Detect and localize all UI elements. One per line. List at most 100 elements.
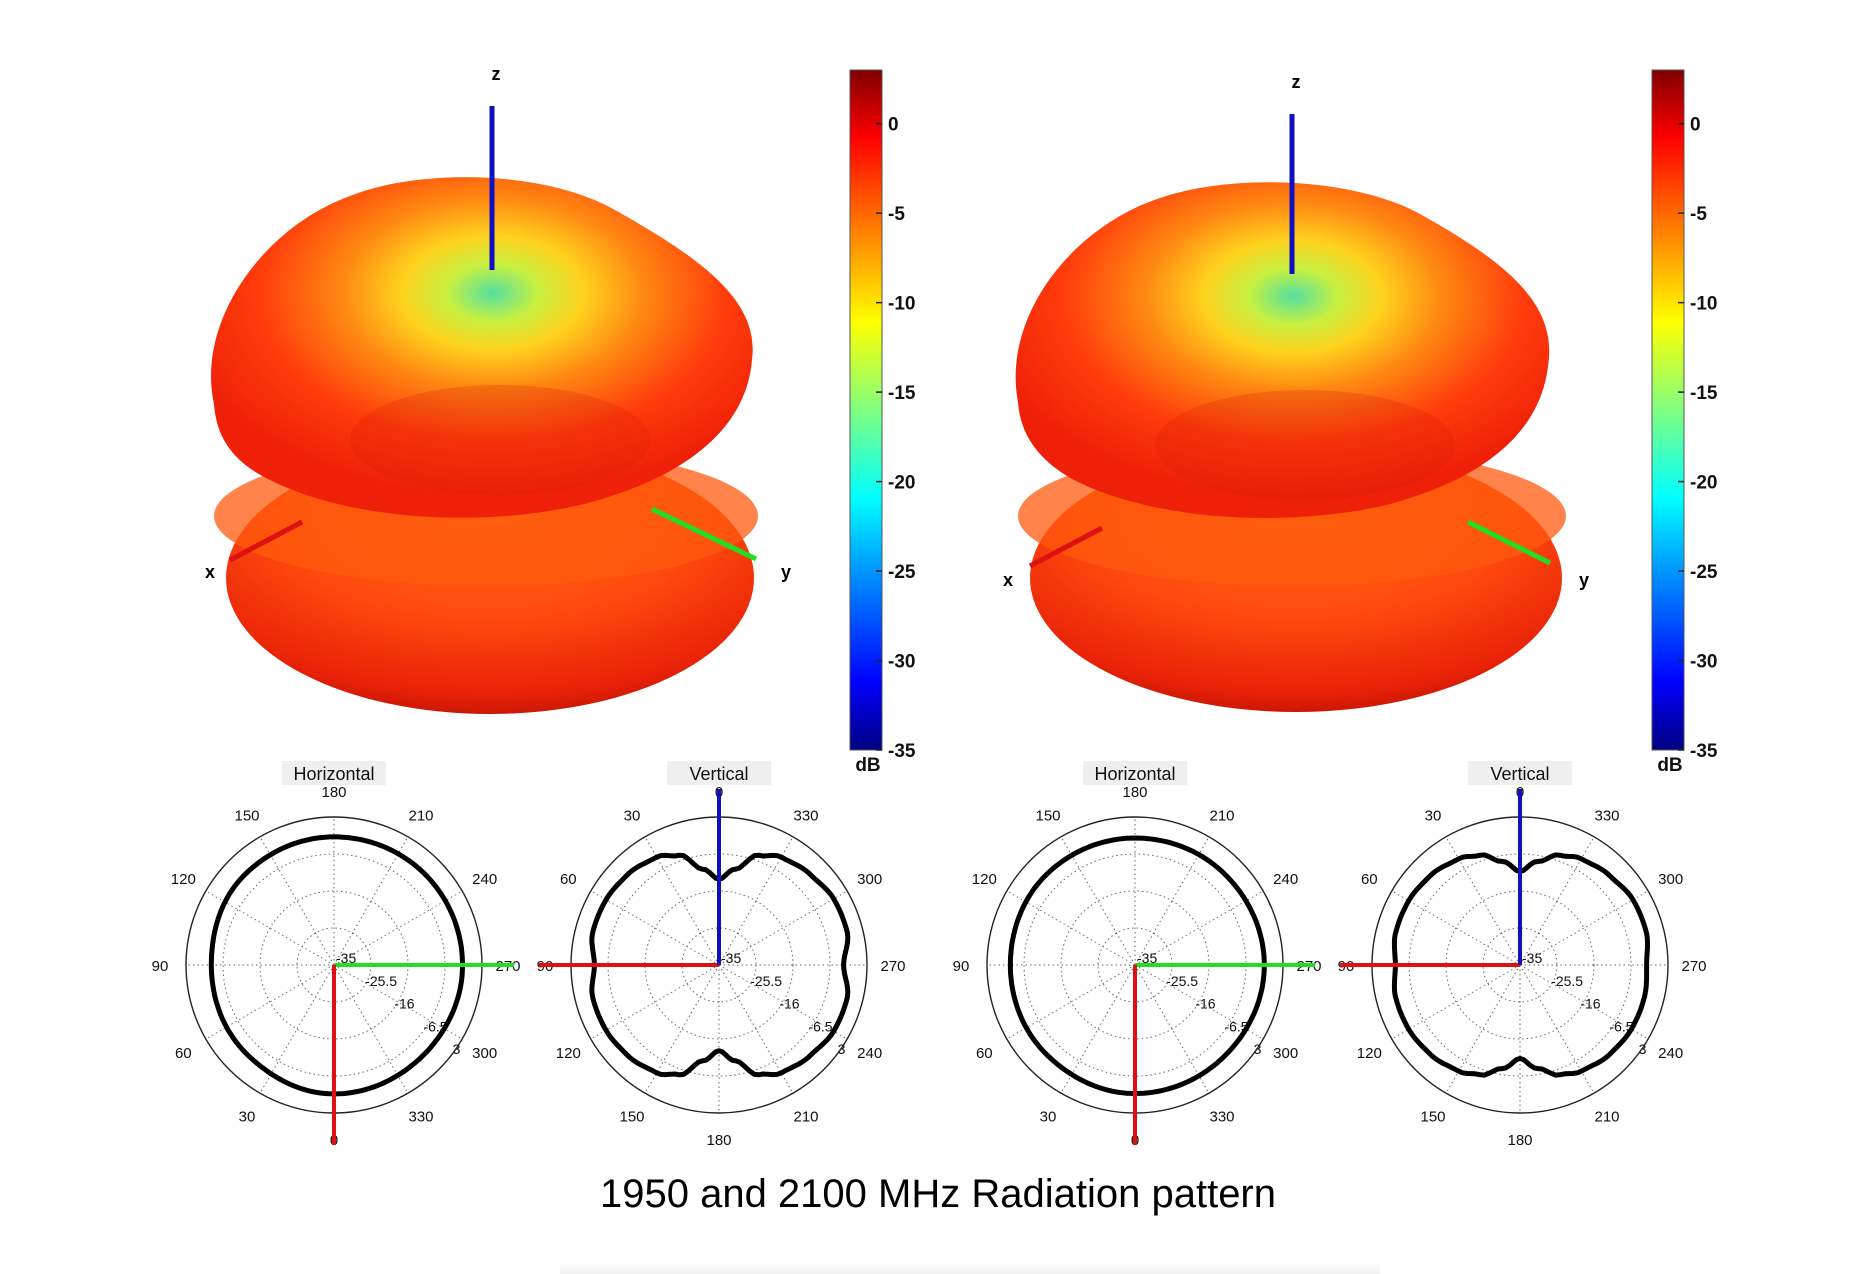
polar-grid-spoke — [333, 836, 409, 966]
polar-angle-label: 300 — [472, 1045, 497, 1062]
polar-angle-label: 240 — [1273, 871, 1298, 888]
polar-angle-label: 210 — [1209, 807, 1234, 824]
colorbar-tick-label: 0 — [1690, 115, 1701, 136]
x-axis — [1028, 525, 1104, 569]
polar-angle-label: 240 — [1658, 1045, 1683, 1062]
y-label: y — [781, 562, 791, 582]
y-label: y — [1579, 570, 1589, 590]
polar-radial-label: -16 — [1195, 996, 1215, 1012]
colorbar-gradient — [1652, 70, 1684, 750]
colorbar-tick-label: -25 — [888, 562, 916, 583]
polar-pattern-curve — [208, 834, 465, 1097]
polar-radial-label: -6.5 — [808, 1018, 832, 1034]
colorbar-frame — [849, 69, 883, 751]
polar-angle-label: 300 — [1273, 1045, 1298, 1062]
polar-angle-label: 180 — [706, 1132, 731, 1149]
polar-title: Horizontal — [1094, 764, 1175, 784]
polar-radial-label: -25.5 — [1166, 973, 1198, 989]
polar-radial-label: -35 — [1137, 950, 1157, 966]
pattern3d-left: z x y — [205, 64, 791, 714]
colorbar-gradient — [850, 70, 882, 750]
lobe-upper — [211, 177, 753, 518]
polar-angle-label: 120 — [171, 871, 196, 888]
colorbar-tick-label: -25 — [1690, 562, 1718, 583]
polar-horizontal-2100: Horizontal180150120906030033030027024021… — [953, 761, 1322, 1149]
colorbar-frame — [1651, 69, 1685, 751]
polar-angle-label: 240 — [472, 871, 497, 888]
polar-radial-label: -16 — [779, 996, 799, 1012]
polar-radial-label: -35 — [336, 950, 356, 966]
polar-title-bg — [282, 761, 386, 785]
polar-angle-label: 240 — [857, 1045, 882, 1062]
polar-vertical-1950: Vertical0330300270240210180150120906030-… — [537, 761, 906, 1149]
colorbar-tick-label: -20 — [1690, 473, 1717, 494]
polar-angle-label: 120 — [972, 871, 997, 888]
colorbar-unit-label: dB — [1657, 755, 1682, 776]
polar-pattern-curve — [1391, 852, 1650, 1078]
colorbar-tick-label: -5 — [888, 204, 905, 225]
colorbar-right: 0 -5 -10 -15 -20 -25 -30 -35 dB — [1651, 69, 1718, 776]
polar-angle-label: 300 — [1658, 871, 1683, 888]
colorbar-unit-label: dB — [855, 755, 880, 776]
colorbar-tick-label: -30 — [888, 652, 915, 673]
polar-angle-label: 300 — [857, 871, 882, 888]
polar-angle-label: 30 — [239, 1109, 256, 1126]
colorbar-tick-label: -15 — [888, 383, 916, 404]
polar-angle-label: 60 — [976, 1045, 993, 1062]
colorbar-tick-label: -5 — [1690, 204, 1707, 225]
polar-radial-label: -25.5 — [365, 973, 397, 989]
polar-angle-label: 30 — [1040, 1109, 1057, 1126]
polar-angle-label: 330 — [793, 807, 818, 824]
bottom-shade — [560, 1262, 1380, 1274]
z-label: z — [1292, 72, 1301, 92]
polar-angle-label: 210 — [408, 807, 433, 824]
colorbar-tick-label: -10 — [888, 294, 915, 315]
polar-angle-label: 60 — [1361, 871, 1378, 888]
polar-angle-label: 60 — [560, 871, 577, 888]
polar-angle-label: 30 — [624, 807, 641, 824]
polar-angle-label: 90 — [953, 958, 970, 975]
z-label: z — [492, 64, 501, 84]
polar-title-bg — [667, 761, 771, 785]
polar-radial-label: -16 — [394, 996, 414, 1012]
colorbar-left: 0 -5 -10 -15 -20 -25 -30 -35 dB — [849, 69, 916, 776]
x-axis — [228, 519, 304, 563]
polar-radial-label: -35 — [1522, 950, 1542, 966]
polar-vertical-2100: Vertical0330300270240210180150120906030-… — [1338, 761, 1707, 1149]
polar-angle-label: 120 — [1357, 1045, 1382, 1062]
polar-radial-label: 3 — [453, 1041, 461, 1057]
x-label: x — [1003, 570, 1013, 590]
colorbar-tick-label: -35 — [888, 741, 916, 762]
polar-angle-label: 90 — [152, 958, 169, 975]
colorbar-tick-label: -20 — [888, 473, 915, 494]
polar-pattern-curve — [589, 852, 851, 1078]
pattern3d-right: z x y — [1003, 72, 1589, 712]
polar-angle-label: 150 — [234, 807, 259, 824]
polar-angle-label: 330 — [1594, 807, 1619, 824]
lobe-shadow — [1155, 390, 1455, 500]
colorbar-tick-label: 0 — [888, 115, 899, 136]
polar-grid-spoke — [1391, 964, 1521, 1040]
polar-title-bg — [1083, 761, 1187, 785]
x-label: x — [205, 562, 215, 582]
polar-radial-label: -35 — [721, 950, 741, 966]
colorbar-tick-label: -35 — [1690, 741, 1718, 762]
polar-title: Horizontal — [293, 764, 374, 784]
lobe-shadow — [350, 385, 650, 495]
polar-title: Vertical — [689, 764, 748, 784]
polar-grid-ring — [1445, 890, 1595, 1040]
y-axis — [1466, 519, 1552, 566]
polar-grid-spoke — [590, 964, 720, 1040]
polar-angle-label: 150 — [1420, 1109, 1445, 1126]
polar-angle-label: 210 — [793, 1109, 818, 1126]
polar-pattern-curve — [1007, 835, 1267, 1096]
polar-radial-label: 3 — [1639, 1041, 1647, 1057]
polar-title: Vertical — [1490, 764, 1549, 784]
polar-grid-ring — [644, 890, 794, 1040]
lobe-upper — [1015, 182, 1550, 519]
polar-radial-label: -25.5 — [750, 973, 782, 989]
polar-angle-label: 330 — [1209, 1109, 1234, 1126]
polar-radial-label: 3 — [838, 1041, 846, 1057]
polar-radial-label: 3 — [1254, 1041, 1262, 1057]
